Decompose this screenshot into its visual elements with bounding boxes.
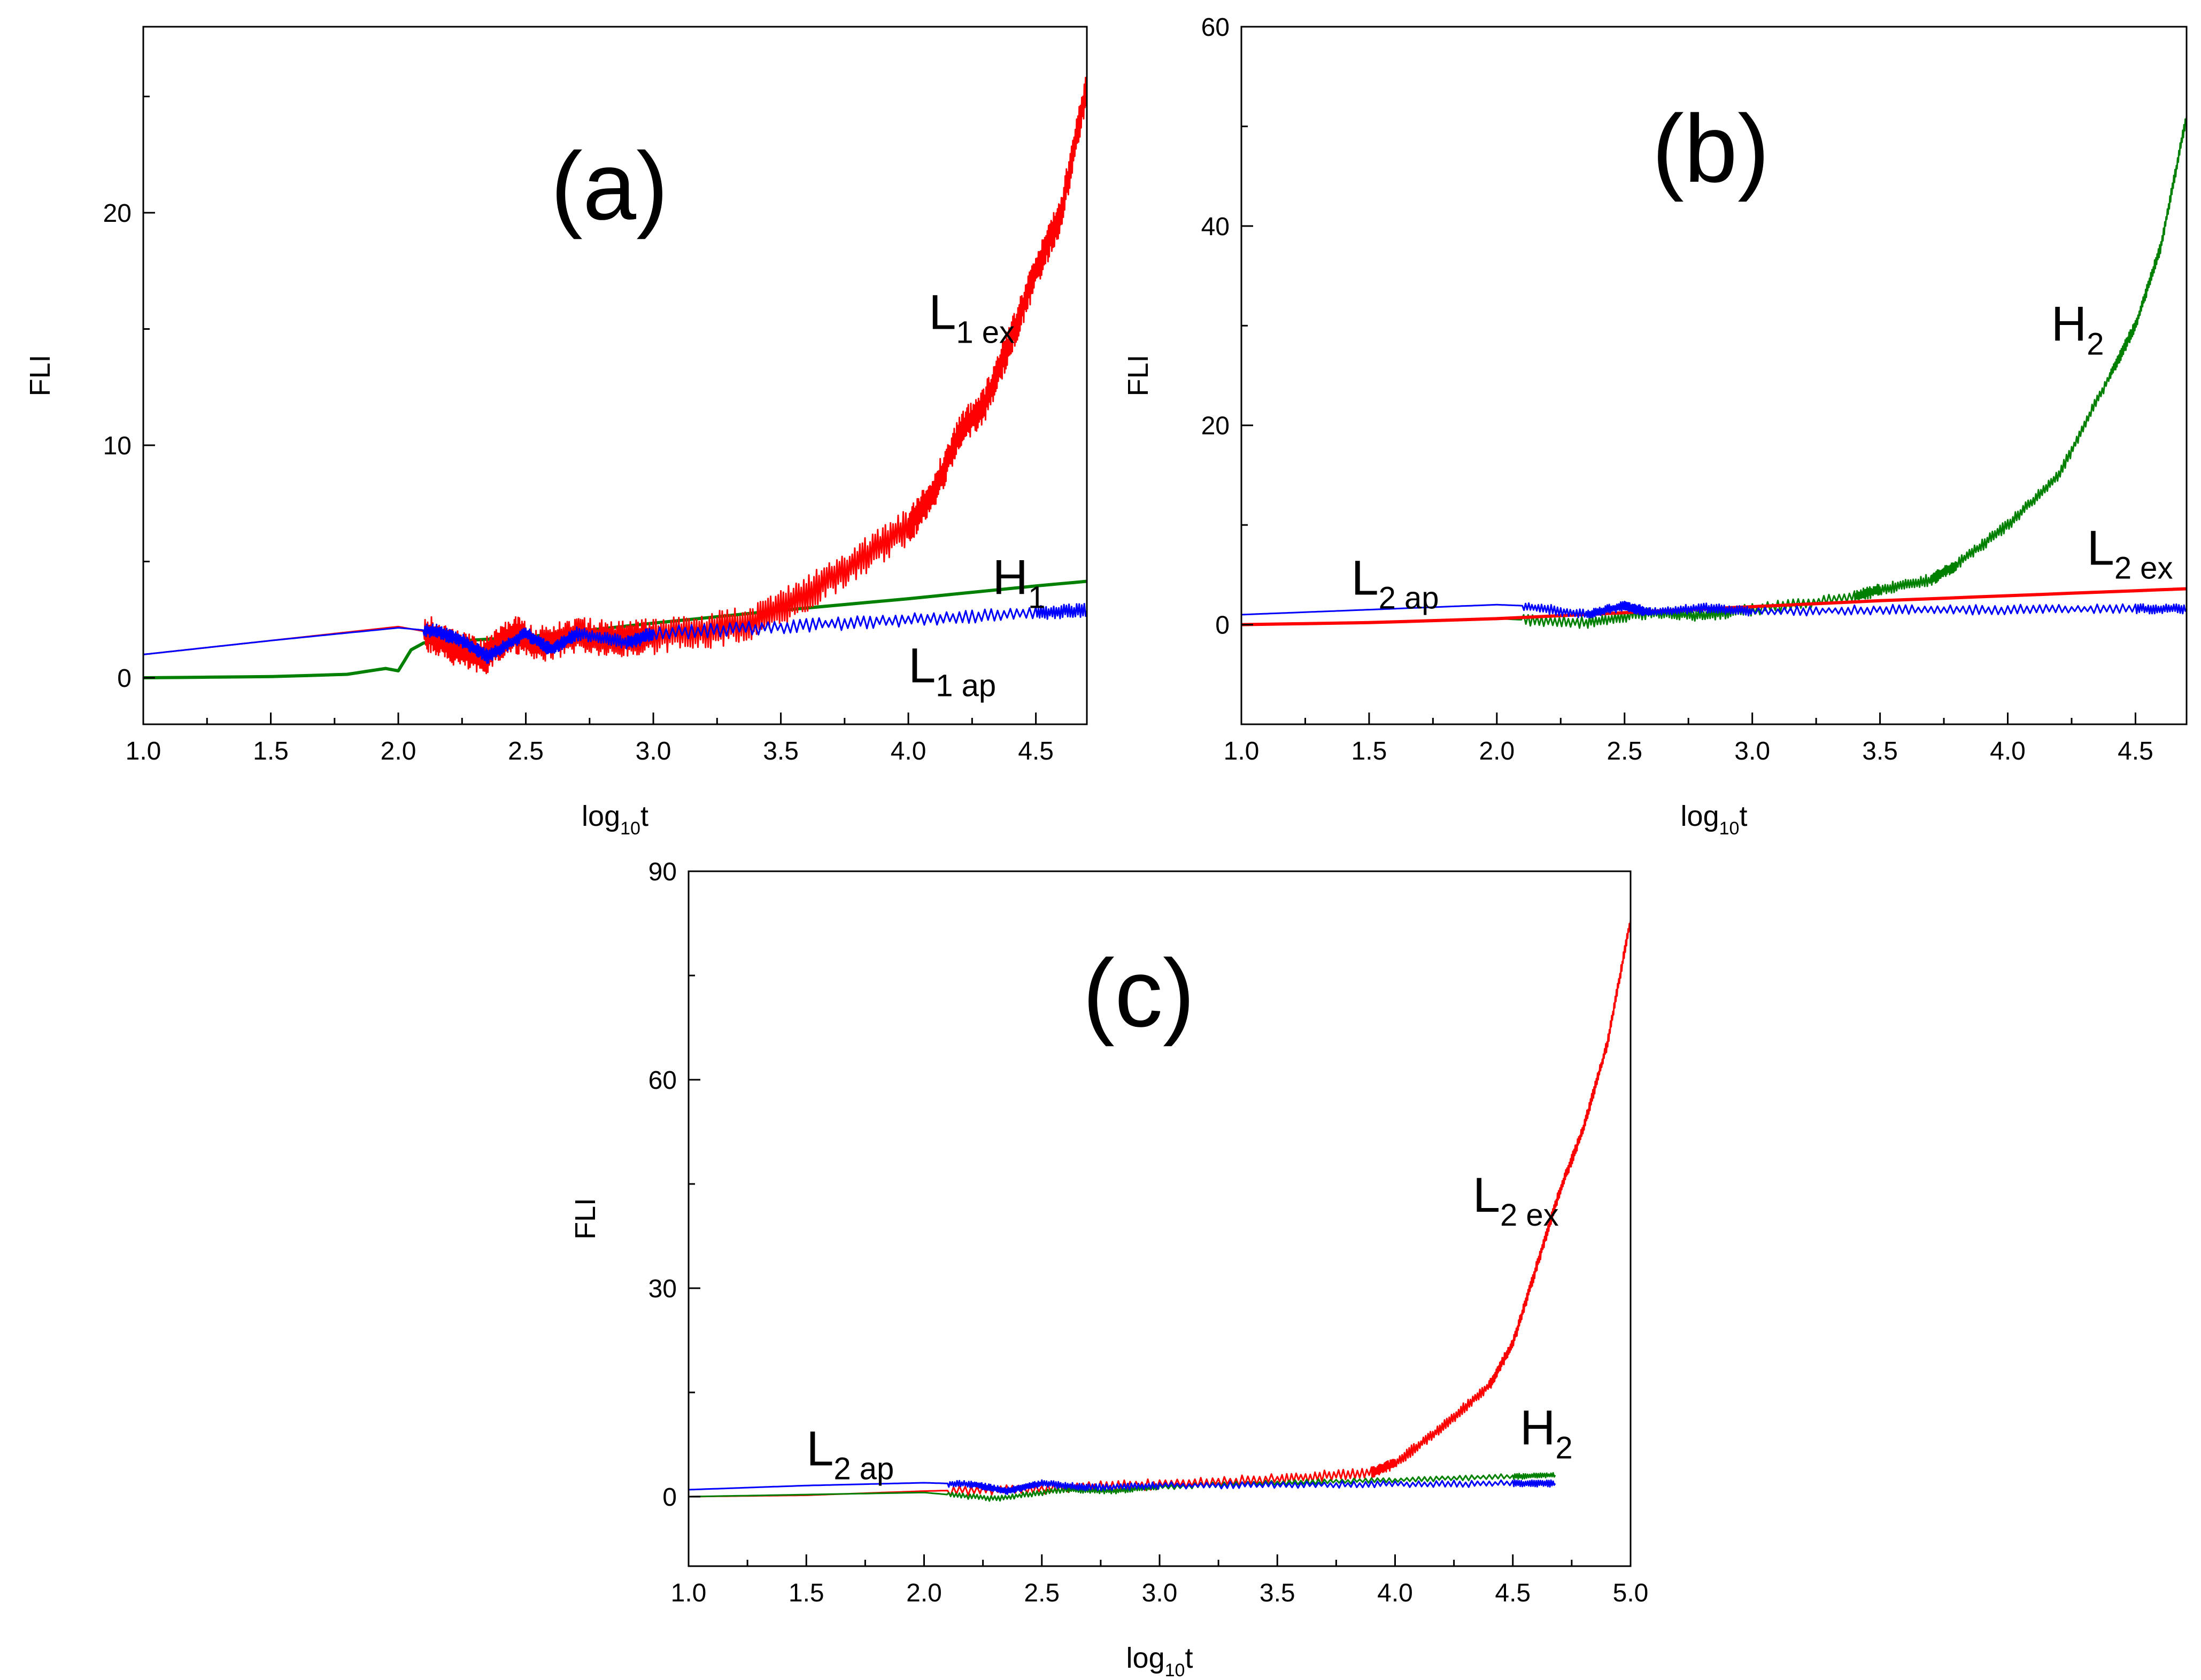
x-tick-label: 4.5 (1018, 737, 1054, 765)
series-label: H1 (993, 550, 1046, 615)
x-tick-label: 4.0 (1377, 1579, 1413, 1607)
series-line-h2 (1241, 116, 2187, 629)
series-label: L2 ex (2087, 521, 2173, 586)
y-tick-label: 20 (1201, 412, 1230, 440)
series-line-h1 (143, 579, 1087, 679)
y-tick-label: 0 (117, 664, 132, 693)
y-tick-label: 0 (1215, 611, 1230, 640)
y-tick-label: 0 (662, 1483, 677, 1512)
x-tick-label: 1.5 (789, 1579, 824, 1607)
panel-label: (c) (1083, 940, 1195, 1047)
x-tick-label: 1.5 (1352, 737, 1387, 765)
series-line-l1-ap (143, 602, 1087, 664)
series-label: L2 ap (806, 1422, 894, 1487)
x-axis-title: log10t (1126, 1642, 1193, 1680)
x-axis-title: log10t (582, 800, 648, 839)
x-tick-label: 2.0 (906, 1579, 942, 1607)
panel-c: L2 ex H2 L2 ap 1.0 1.5 2.0 2.5 3.0 3.5 4.0 4.5 5.0 0… (569, 858, 1648, 1680)
panel-label: (a) (551, 133, 668, 240)
x-tick-label: 4.0 (1990, 737, 2026, 765)
series-label: L1 ap (908, 639, 996, 703)
y-tick-label: 30 (648, 1275, 677, 1303)
y-tick-label: 10 (103, 432, 132, 460)
y-tick-label: 60 (648, 1066, 677, 1095)
x-tick-label: 2.5 (508, 737, 544, 765)
x-tick-label: 5.0 (1613, 1579, 1649, 1607)
x-tick-label: 3.5 (1260, 1579, 1295, 1607)
y-tick-label: 90 (648, 858, 677, 886)
x-tick-label: 4.0 (891, 737, 926, 765)
x-tick-label: 4.5 (2118, 737, 2153, 765)
x-tick-label: 2.0 (381, 737, 416, 765)
series-label: H2 (2051, 297, 2104, 361)
x-tick-label: 2.5 (1024, 1579, 1060, 1607)
x-tick-label: 1.0 (126, 737, 161, 765)
series-label: L2 ex (1473, 1168, 1559, 1233)
y-tick-label: 20 (103, 199, 132, 228)
series-label: L1 ex (929, 285, 1015, 350)
series-line-l2-ap (689, 1479, 1556, 1496)
panel-a: H1 L1 ex L1 ap 1.0 1.5 2.0 2.5 3.0 3.5 4.0 4.5 0 10 2… (24, 26, 1088, 839)
x-tick-label: 3.0 (1734, 737, 1770, 765)
y-axis-title: FLI (24, 354, 56, 396)
plot-frame (142, 26, 1088, 725)
series-line-l2-ap (1241, 600, 2187, 618)
x-tick-label: 4.5 (1495, 1579, 1531, 1607)
series-line-l2-ex (1241, 587, 2187, 626)
series-group (689, 919, 1631, 1502)
y-tick-label: 40 (1201, 213, 1230, 241)
x-tick-label: 1.0 (1224, 737, 1260, 765)
x-tick-label: 3.0 (636, 737, 671, 765)
series-group (143, 76, 1087, 679)
x-tick-label: 3.5 (1862, 737, 1898, 765)
panel-label: (b) (1652, 95, 1770, 203)
y-axis-title: FLI (569, 1198, 601, 1240)
x-tick-label: 3.0 (1142, 1579, 1178, 1607)
plot-frame (1240, 26, 2188, 725)
y-axis-title: FLI (1122, 354, 1154, 396)
x-tick-label: 2.5 (1607, 737, 1642, 765)
series-label: L2 ap (1351, 551, 1439, 616)
panel-b: H2 L2 ex L2 ap 1.0 1.5 2.0 2.5 3.0 3.5 4.0 4.5 0 20 4… (1122, 13, 2188, 839)
x-tick-label: 1.0 (671, 1579, 707, 1607)
series-line-l1-ex (143, 76, 1087, 675)
x-tick-label: 1.5 (253, 737, 289, 765)
x-axis-title: log10t (1681, 800, 1748, 839)
series-group (1241, 116, 2187, 629)
y-tick-label: 60 (1201, 13, 1230, 42)
x-tick-label: 3.5 (763, 737, 799, 765)
x-tick-label: 2.0 (1479, 737, 1515, 765)
series-label: H2 (1520, 1401, 1573, 1466)
